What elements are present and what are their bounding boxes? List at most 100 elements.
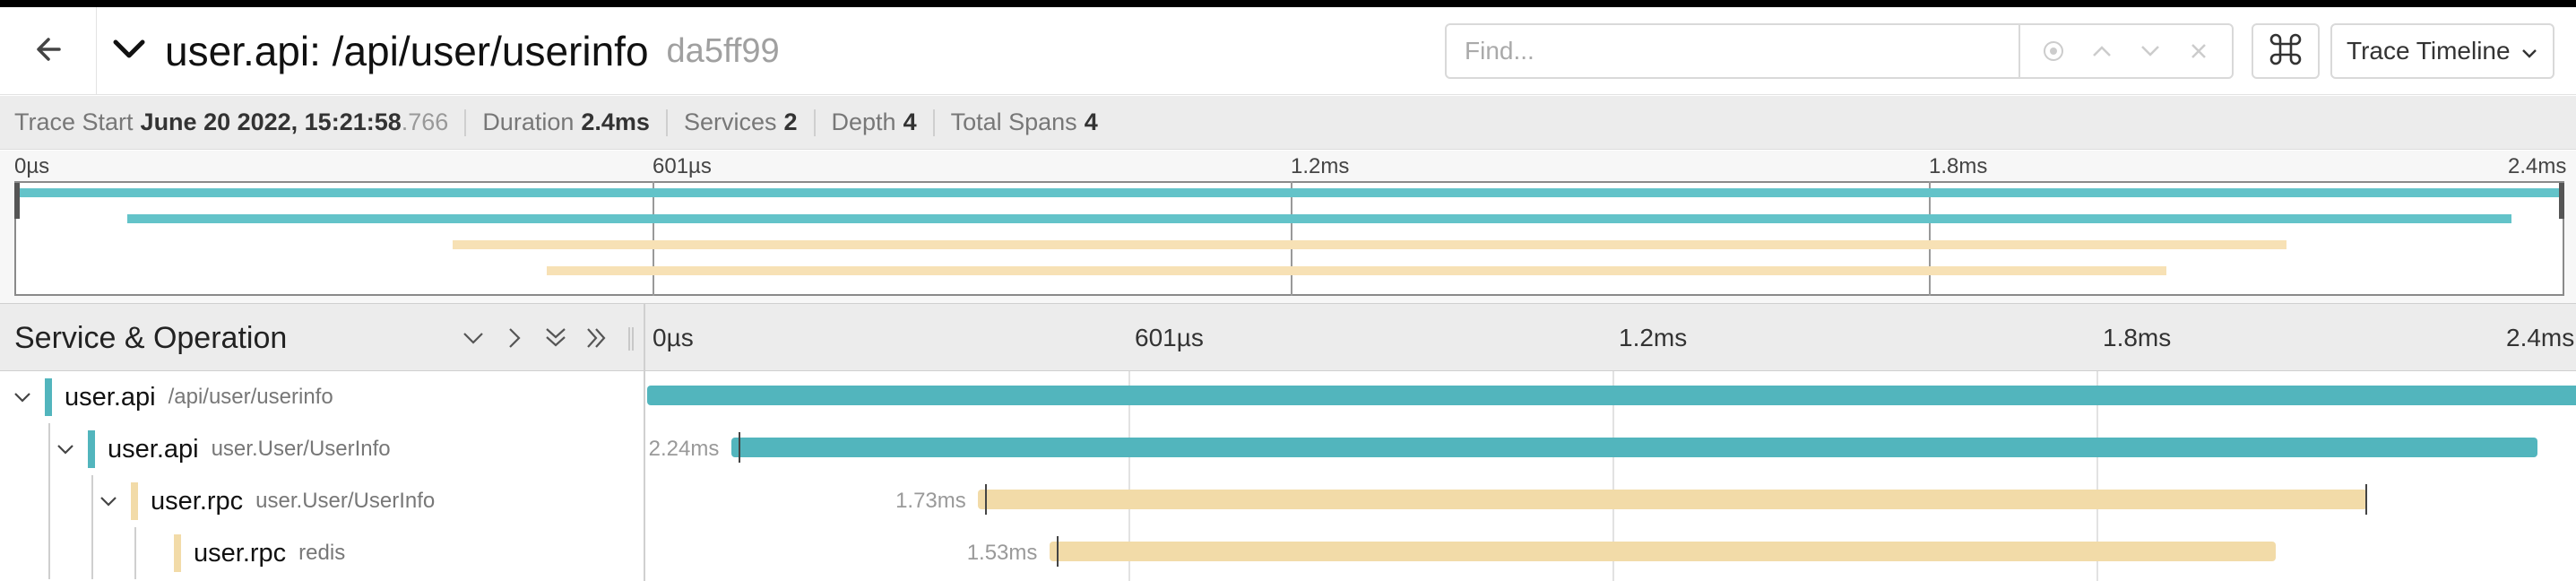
minimap-tick-label: 2.4ms bbox=[2508, 154, 2567, 178]
trace-start-ms: .766 bbox=[401, 108, 449, 135]
trace-minimap[interactable]: 0µs 601µs 1.2ms 1.8ms 2.4ms bbox=[0, 151, 2576, 303]
view-select[interactable]: Trace Timeline bbox=[2330, 23, 2554, 79]
indent-guide bbox=[48, 527, 50, 579]
service-color-marker bbox=[88, 430, 95, 468]
span-duration-label: 2.24ms bbox=[648, 437, 720, 461]
timeline-grid-line bbox=[1128, 371, 1130, 581]
trace-id: da5ff99 bbox=[666, 31, 780, 70]
arrow-left-icon bbox=[32, 33, 65, 70]
minimap-grid-line bbox=[653, 181, 654, 296]
service-name: user.api bbox=[108, 434, 199, 464]
summary-value: June 20 2022, 15:21:58.766 bbox=[141, 108, 449, 136]
summary-total-spans: Total Spans 4 bbox=[935, 108, 1114, 136]
locate-icon[interactable] bbox=[2036, 33, 2071, 69]
timeline-tick-label: 2.4ms bbox=[2506, 324, 2575, 351]
top-strip bbox=[0, 0, 2576, 7]
indent-guide bbox=[91, 475, 93, 527]
back-button[interactable] bbox=[0, 7, 97, 95]
span-row[interactable]: user.rpc redis 1.53ms bbox=[0, 527, 2576, 579]
span-label[interactable]: user.api/api/user/userinfo bbox=[65, 371, 333, 423]
span-table-header: Service & Operation 0µs 601µs 1.2ms 1.8m… bbox=[0, 303, 2576, 371]
collapse-one-icon[interactable] bbox=[500, 324, 529, 352]
operation-name: /api/user/userinfo bbox=[168, 385, 333, 409]
summary-value: 4 bbox=[1084, 108, 1098, 135]
trace-header: user.api: /api/user/userinfo da5ff99 Tra… bbox=[0, 7, 2576, 95]
expand-one-icon[interactable] bbox=[459, 324, 488, 352]
trace-title: user.api: /api/user/userinfo bbox=[165, 28, 649, 74]
span-duration-label: 1.53ms bbox=[966, 541, 1038, 565]
span-name-cell: user.rpc user.User/UserInfo bbox=[0, 475, 644, 527]
minimap-tick-label: 0µs bbox=[14, 154, 50, 178]
service-color-marker bbox=[45, 378, 52, 416]
expand-all-icon[interactable] bbox=[541, 324, 570, 352]
indent-guide bbox=[48, 475, 50, 527]
span-label[interactable]: user.rpc user.User/UserInfo bbox=[151, 475, 435, 527]
service-operation-title: Service & Operation bbox=[14, 320, 288, 355]
timeline-tick-label: 601µs bbox=[1135, 324, 1204, 351]
chevron-down-icon bbox=[2521, 37, 2537, 65]
chevron-down-icon[interactable] bbox=[7, 382, 38, 412]
span-row[interactable]: user.api/api/user/userinfo bbox=[0, 371, 2576, 423]
find-input[interactable] bbox=[1447, 25, 2020, 77]
summary-label: Services bbox=[683, 108, 777, 135]
summary-services: Services 2 bbox=[668, 108, 816, 136]
service-color-marker bbox=[131, 482, 138, 520]
span-name-cell: user.rpc redis bbox=[0, 527, 644, 579]
timeline-tick-label: 1.2ms bbox=[1619, 324, 1688, 351]
timeline-tick-label: 0µs bbox=[653, 324, 694, 351]
service-name: user.rpc bbox=[194, 538, 287, 568]
span-bar[interactable] bbox=[1049, 542, 2277, 561]
service-name: user.rpc bbox=[151, 486, 244, 516]
minimap-span-bar bbox=[126, 214, 2512, 223]
trace-title-toggle[interactable]: user.api: /api/user/userinfo da5ff99 bbox=[111, 7, 780, 95]
keyboard-shortcuts-button[interactable] bbox=[2252, 23, 2320, 79]
minimap-span-bar bbox=[16, 188, 2563, 197]
span-row[interactable]: user.rpc user.User/UserInfo 1.73ms bbox=[0, 475, 2576, 527]
chevron-up-icon[interactable] bbox=[2084, 33, 2120, 69]
timeline-grid-line bbox=[2096, 371, 2098, 581]
chevron-down-icon bbox=[111, 36, 147, 67]
span-bar[interactable] bbox=[647, 386, 2576, 405]
chevron-down-icon[interactable] bbox=[2132, 33, 2168, 69]
summary-trace-start: Trace Start June 20 2022, 15:21:58.766 bbox=[14, 108, 467, 136]
span-label[interactable]: user.api user.User/UserInfo bbox=[108, 423, 391, 475]
span-label[interactable]: user.rpc redis bbox=[194, 527, 345, 579]
span-row[interactable]: user.api user.User/UserInfo 2.24ms bbox=[0, 423, 2576, 475]
span-log-tick bbox=[1056, 536, 1059, 567]
summary-label: Total Spans bbox=[950, 108, 1077, 135]
minimap-tick-label: 1.8ms bbox=[1929, 154, 1988, 178]
chevron-down-icon[interactable] bbox=[50, 434, 81, 464]
span-duration-label: 1.73ms bbox=[895, 489, 966, 513]
indent-guide bbox=[48, 423, 50, 475]
trace-start-value: June 20 2022, 15:21:58 bbox=[140, 108, 402, 135]
view-select-label: Trace Timeline bbox=[2347, 37, 2511, 65]
minimap-tick-label: 601µs bbox=[653, 154, 712, 178]
service-color-marker bbox=[174, 534, 181, 572]
span-log-tick bbox=[2364, 484, 2367, 515]
column-divider bbox=[644, 303, 645, 581]
indent-guide bbox=[134, 527, 136, 579]
summary-value: 2 bbox=[783, 108, 798, 135]
close-icon[interactable] bbox=[2181, 33, 2217, 69]
minimap-span-bar bbox=[453, 240, 2286, 249]
indent-guide bbox=[91, 527, 93, 579]
summary-label: Duration bbox=[482, 108, 575, 135]
command-key-icon bbox=[2269, 32, 2303, 71]
span-name-cell: user.api/api/user/userinfo bbox=[0, 371, 644, 423]
minimap-grid-line bbox=[1291, 181, 1292, 296]
column-resizer[interactable] bbox=[627, 325, 635, 352]
minimap-right-handle[interactable] bbox=[2559, 183, 2564, 219]
summary-label: Trace Start bbox=[14, 108, 134, 135]
service-name: user.api bbox=[65, 382, 156, 412]
minimap-frame bbox=[14, 181, 2564, 296]
operation-name: user.User/UserInfo bbox=[211, 437, 391, 461]
operation-name: redis bbox=[298, 541, 346, 565]
timeline-grid-line bbox=[1612, 371, 1614, 581]
trace-summary: Trace Start June 20 2022, 15:21:58.766 D… bbox=[0, 96, 2576, 150]
collapse-all-icon[interactable] bbox=[583, 324, 611, 352]
chevron-down-icon[interactable] bbox=[93, 486, 124, 516]
span-bar[interactable] bbox=[730, 438, 2537, 457]
operation-name: user.User/UserInfo bbox=[255, 489, 436, 513]
minimap-left-handle[interactable] bbox=[14, 183, 20, 219]
span-bar[interactable] bbox=[978, 490, 2367, 509]
